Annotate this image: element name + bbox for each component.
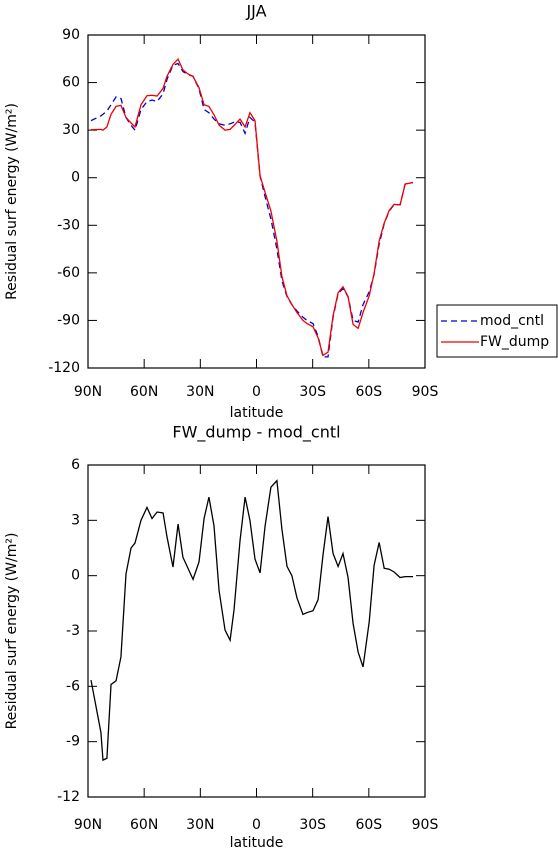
chart-title: FW_dump - mod_cntl xyxy=(172,423,340,443)
plot-frame xyxy=(87,34,426,369)
x-tick-label: 0 xyxy=(252,384,261,400)
x-tick-label: 60N xyxy=(130,817,158,833)
y-tick-label: -3 xyxy=(66,623,80,639)
y-axis-label: Residual surf energy (W/m²) xyxy=(4,533,20,730)
x-tick-label: 90S xyxy=(412,384,439,400)
y-tick-label: -120 xyxy=(48,360,80,376)
x-tick-label: 0 xyxy=(252,817,261,833)
y-tick-label: -12 xyxy=(57,789,80,805)
x-tick-label: 60S xyxy=(355,817,382,833)
legend-label: FW_dump xyxy=(480,334,549,350)
plot-frame xyxy=(87,464,426,798)
x-tick-label: 30S xyxy=(299,384,326,400)
y-axis-label: Residual surf energy (W/m²) xyxy=(4,103,20,300)
x-tick-label: 90N xyxy=(74,384,102,400)
y-tick-label: 0 xyxy=(71,170,80,186)
y-tick-label: 6 xyxy=(71,457,80,473)
x-axis-label: latitude xyxy=(230,405,284,421)
x-axis-label: latitude xyxy=(230,835,284,851)
data-line xyxy=(90,57,414,357)
y-tick-label: 3 xyxy=(71,512,80,528)
x-tick-label: 60N xyxy=(130,384,158,400)
y-tick-label: -30 xyxy=(57,217,80,233)
x-tick-label: 30N xyxy=(186,817,214,833)
y-tick-label: -60 xyxy=(57,265,80,281)
x-tick-label: 30N xyxy=(186,384,214,400)
x-tick-label: 90S xyxy=(412,817,439,833)
x-tick-label: 60S xyxy=(355,384,382,400)
y-tick-label: -9 xyxy=(66,734,80,750)
x-tick-label: 90N xyxy=(74,817,102,833)
chart-title: JJA xyxy=(245,2,266,21)
y-tick-label: 0 xyxy=(71,568,80,584)
y-tick-label: 30 xyxy=(62,122,80,138)
legend-box xyxy=(436,304,558,358)
y-tick-label: -6 xyxy=(66,678,80,694)
y-tick-label: -90 xyxy=(57,312,80,328)
data-line xyxy=(90,479,414,762)
legend-label: mod_cntl xyxy=(480,313,544,329)
x-tick-label: 30S xyxy=(299,817,326,833)
data-line xyxy=(90,62,414,358)
y-tick-label: 60 xyxy=(62,75,80,91)
y-tick-label: 90 xyxy=(62,27,80,43)
